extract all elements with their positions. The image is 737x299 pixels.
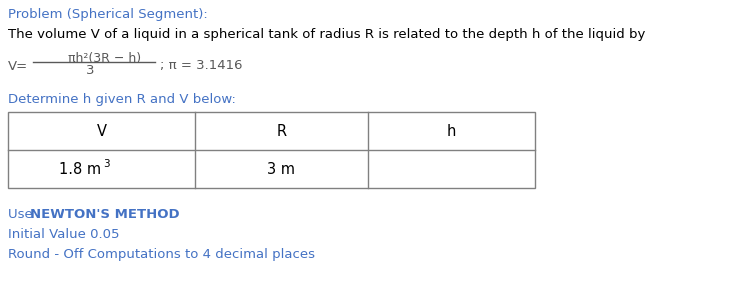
Text: Use: Use — [8, 208, 37, 221]
Text: πh²(3R − h): πh²(3R − h) — [68, 52, 141, 65]
Text: V: V — [97, 123, 107, 138]
Text: Initial Value 0.05: Initial Value 0.05 — [8, 228, 119, 241]
Text: ; π = 3.1416: ; π = 3.1416 — [160, 60, 242, 72]
Text: R: R — [276, 123, 287, 138]
Text: The volume V of a liquid in a spherical tank of radius R is related to the depth: The volume V of a liquid in a spherical … — [8, 28, 646, 41]
Text: 3: 3 — [85, 64, 94, 77]
Bar — [8, 112, 535, 188]
Text: h: h — [447, 123, 456, 138]
Text: Round - Off Computations to 4 decimal places: Round - Off Computations to 4 decimal pl… — [8, 248, 315, 261]
Text: 3: 3 — [103, 159, 110, 169]
Text: V=: V= — [8, 60, 28, 72]
Text: 1.8 m: 1.8 m — [60, 161, 102, 176]
Text: 3 m: 3 m — [268, 161, 296, 176]
Text: NEWTON'S METHOD: NEWTON'S METHOD — [30, 208, 180, 221]
Text: Problem (Spherical Segment):: Problem (Spherical Segment): — [8, 8, 208, 21]
Text: Determine h given R and V below:: Determine h given R and V below: — [8, 93, 236, 106]
